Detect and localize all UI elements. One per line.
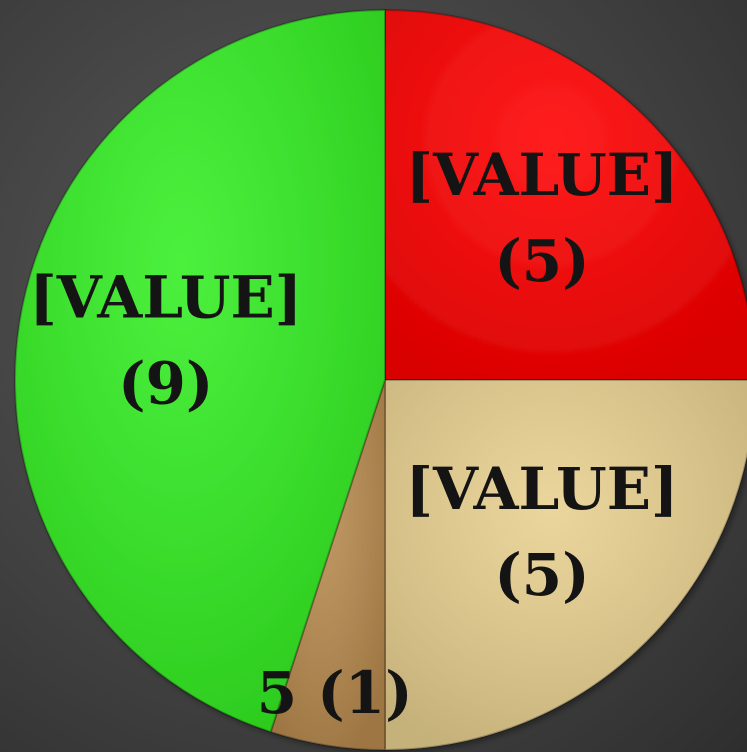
data-label: (9) bbox=[118, 349, 213, 417]
data-label: [VALUE] bbox=[29, 263, 302, 331]
data-label: 5 (1) bbox=[257, 659, 413, 727]
data-label: (5) bbox=[494, 541, 589, 609]
data-label: [VALUE] bbox=[406, 455, 679, 523]
data-label: (5) bbox=[494, 227, 589, 295]
labels: [VALUE] (5) [VALUE] (5) 5 (1) [VALUE] (9) bbox=[29, 141, 678, 727]
data-label: [VALUE] bbox=[406, 141, 679, 209]
